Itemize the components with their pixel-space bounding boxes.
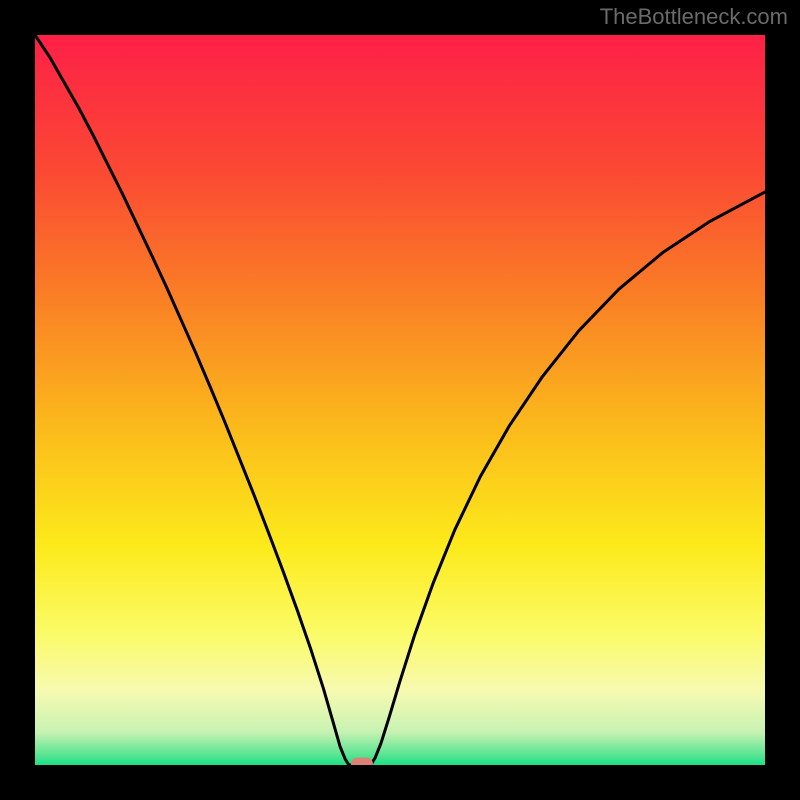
plot-area	[35, 35, 765, 765]
watermark-text: TheBottleneck.com	[600, 4, 788, 30]
bottleneck-curve	[35, 35, 765, 765]
optimum-marker	[351, 758, 373, 765]
curve-path	[35, 35, 765, 765]
